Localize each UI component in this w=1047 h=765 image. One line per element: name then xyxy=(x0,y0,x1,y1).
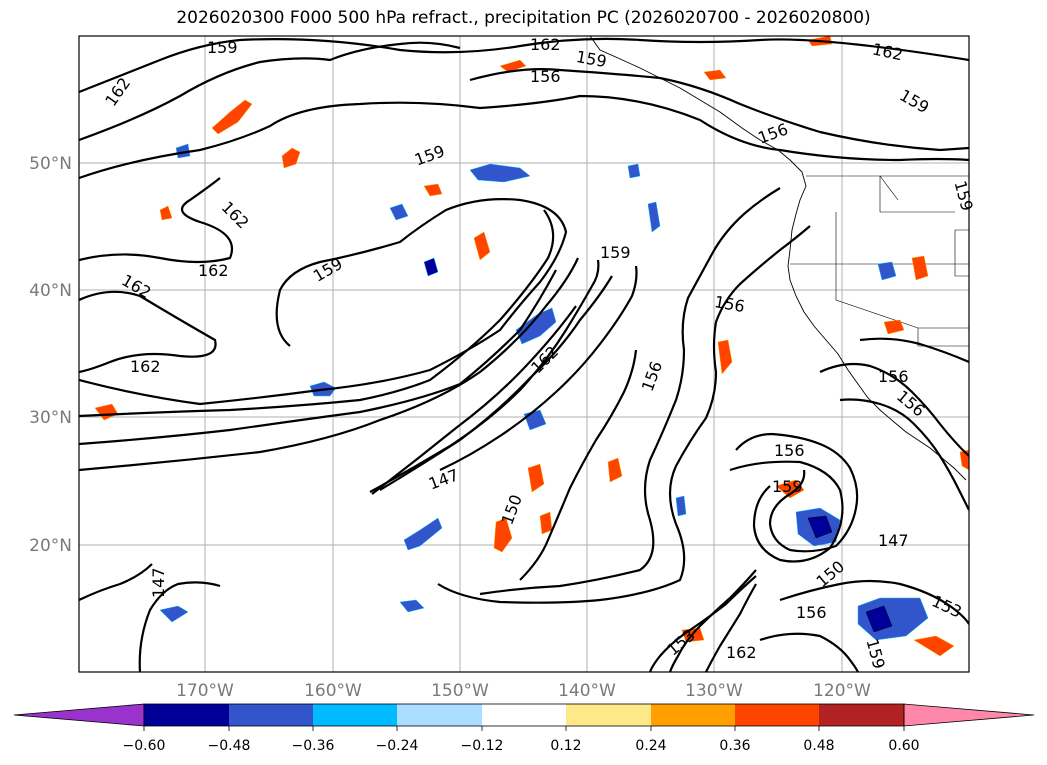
colorbar-segment xyxy=(144,704,229,726)
lon-label-130w: 130°W xyxy=(685,681,743,701)
colorbar-segment xyxy=(482,704,566,726)
lon-label-150w: 150°W xyxy=(431,681,489,701)
colorbar-segment xyxy=(651,704,735,726)
colorbar: −0.60 −0.48 −0.36 −0.24 −0.12 0.12 0.24 … xyxy=(13,703,1035,754)
lat-label-50n: 50°N xyxy=(29,154,72,174)
colorbar-segment xyxy=(313,704,397,726)
contour-label: 156 xyxy=(774,441,805,460)
contour-label: 156 xyxy=(796,603,827,622)
contour-label: 147 xyxy=(149,567,168,598)
contour-label: 162 xyxy=(726,643,757,662)
colorbar-tick-label: −0.60 xyxy=(123,738,166,754)
colorbar-tick-label: −0.36 xyxy=(292,738,335,754)
colorbar-tick-label: −0.12 xyxy=(461,738,504,754)
contour-label: 162 xyxy=(130,357,161,376)
map-title: 2026020300 F000 500 hPa refract., precip… xyxy=(176,8,871,28)
contour-label: 156 xyxy=(530,67,561,86)
colorbar-tick-label: 0.12 xyxy=(550,738,581,754)
lat-label-40n: 40°N xyxy=(29,281,72,301)
colorbar-segment xyxy=(819,704,904,726)
lon-label-140w: 140°W xyxy=(558,681,616,701)
latitude-labels: 50°N 40°N 30°N 20°N xyxy=(29,154,72,556)
contour-label: 159 xyxy=(772,477,803,496)
lon-label-120w: 120°W xyxy=(813,681,871,701)
colorbar-segment xyxy=(735,704,819,726)
map-frame xyxy=(78,35,970,673)
lon-label-160w: 160°W xyxy=(304,681,362,701)
colorbar-tick-label: 0.24 xyxy=(635,738,666,754)
colorbar-segment xyxy=(397,704,482,726)
lat-label-30n: 30°N xyxy=(29,408,72,428)
contour-label: 159 xyxy=(600,243,631,262)
contour-label: 162 xyxy=(530,35,561,54)
colorbar-segment xyxy=(229,704,313,726)
precip-shading xyxy=(94,36,969,657)
contour-label: 147 xyxy=(878,531,909,550)
colorbar-outline xyxy=(143,703,905,727)
lat-label-20n: 20°N xyxy=(29,536,72,556)
colorbar-segment xyxy=(13,703,145,727)
colorbar-segment xyxy=(566,704,651,726)
colorbar-tick-label: −0.24 xyxy=(376,738,419,754)
contour-label: 162 xyxy=(198,261,229,280)
coastline xyxy=(589,36,967,481)
refractivity-contours xyxy=(79,37,969,672)
colorbar-tick-label: 0.48 xyxy=(803,738,834,754)
lon-label-170w: 170°W xyxy=(176,681,234,701)
contour-label: 156 xyxy=(878,367,909,386)
colorbar-segment xyxy=(903,703,1035,727)
longitude-labels: 170°W 160°W 150°W 140°W 130°W 120°W xyxy=(176,681,871,701)
colorbar-tick-label: −0.48 xyxy=(208,738,251,754)
colorbar-tick-label: 0.60 xyxy=(888,738,919,754)
colorbar-tick-label: 0.36 xyxy=(719,738,750,754)
contour-label: 159 xyxy=(207,38,238,57)
